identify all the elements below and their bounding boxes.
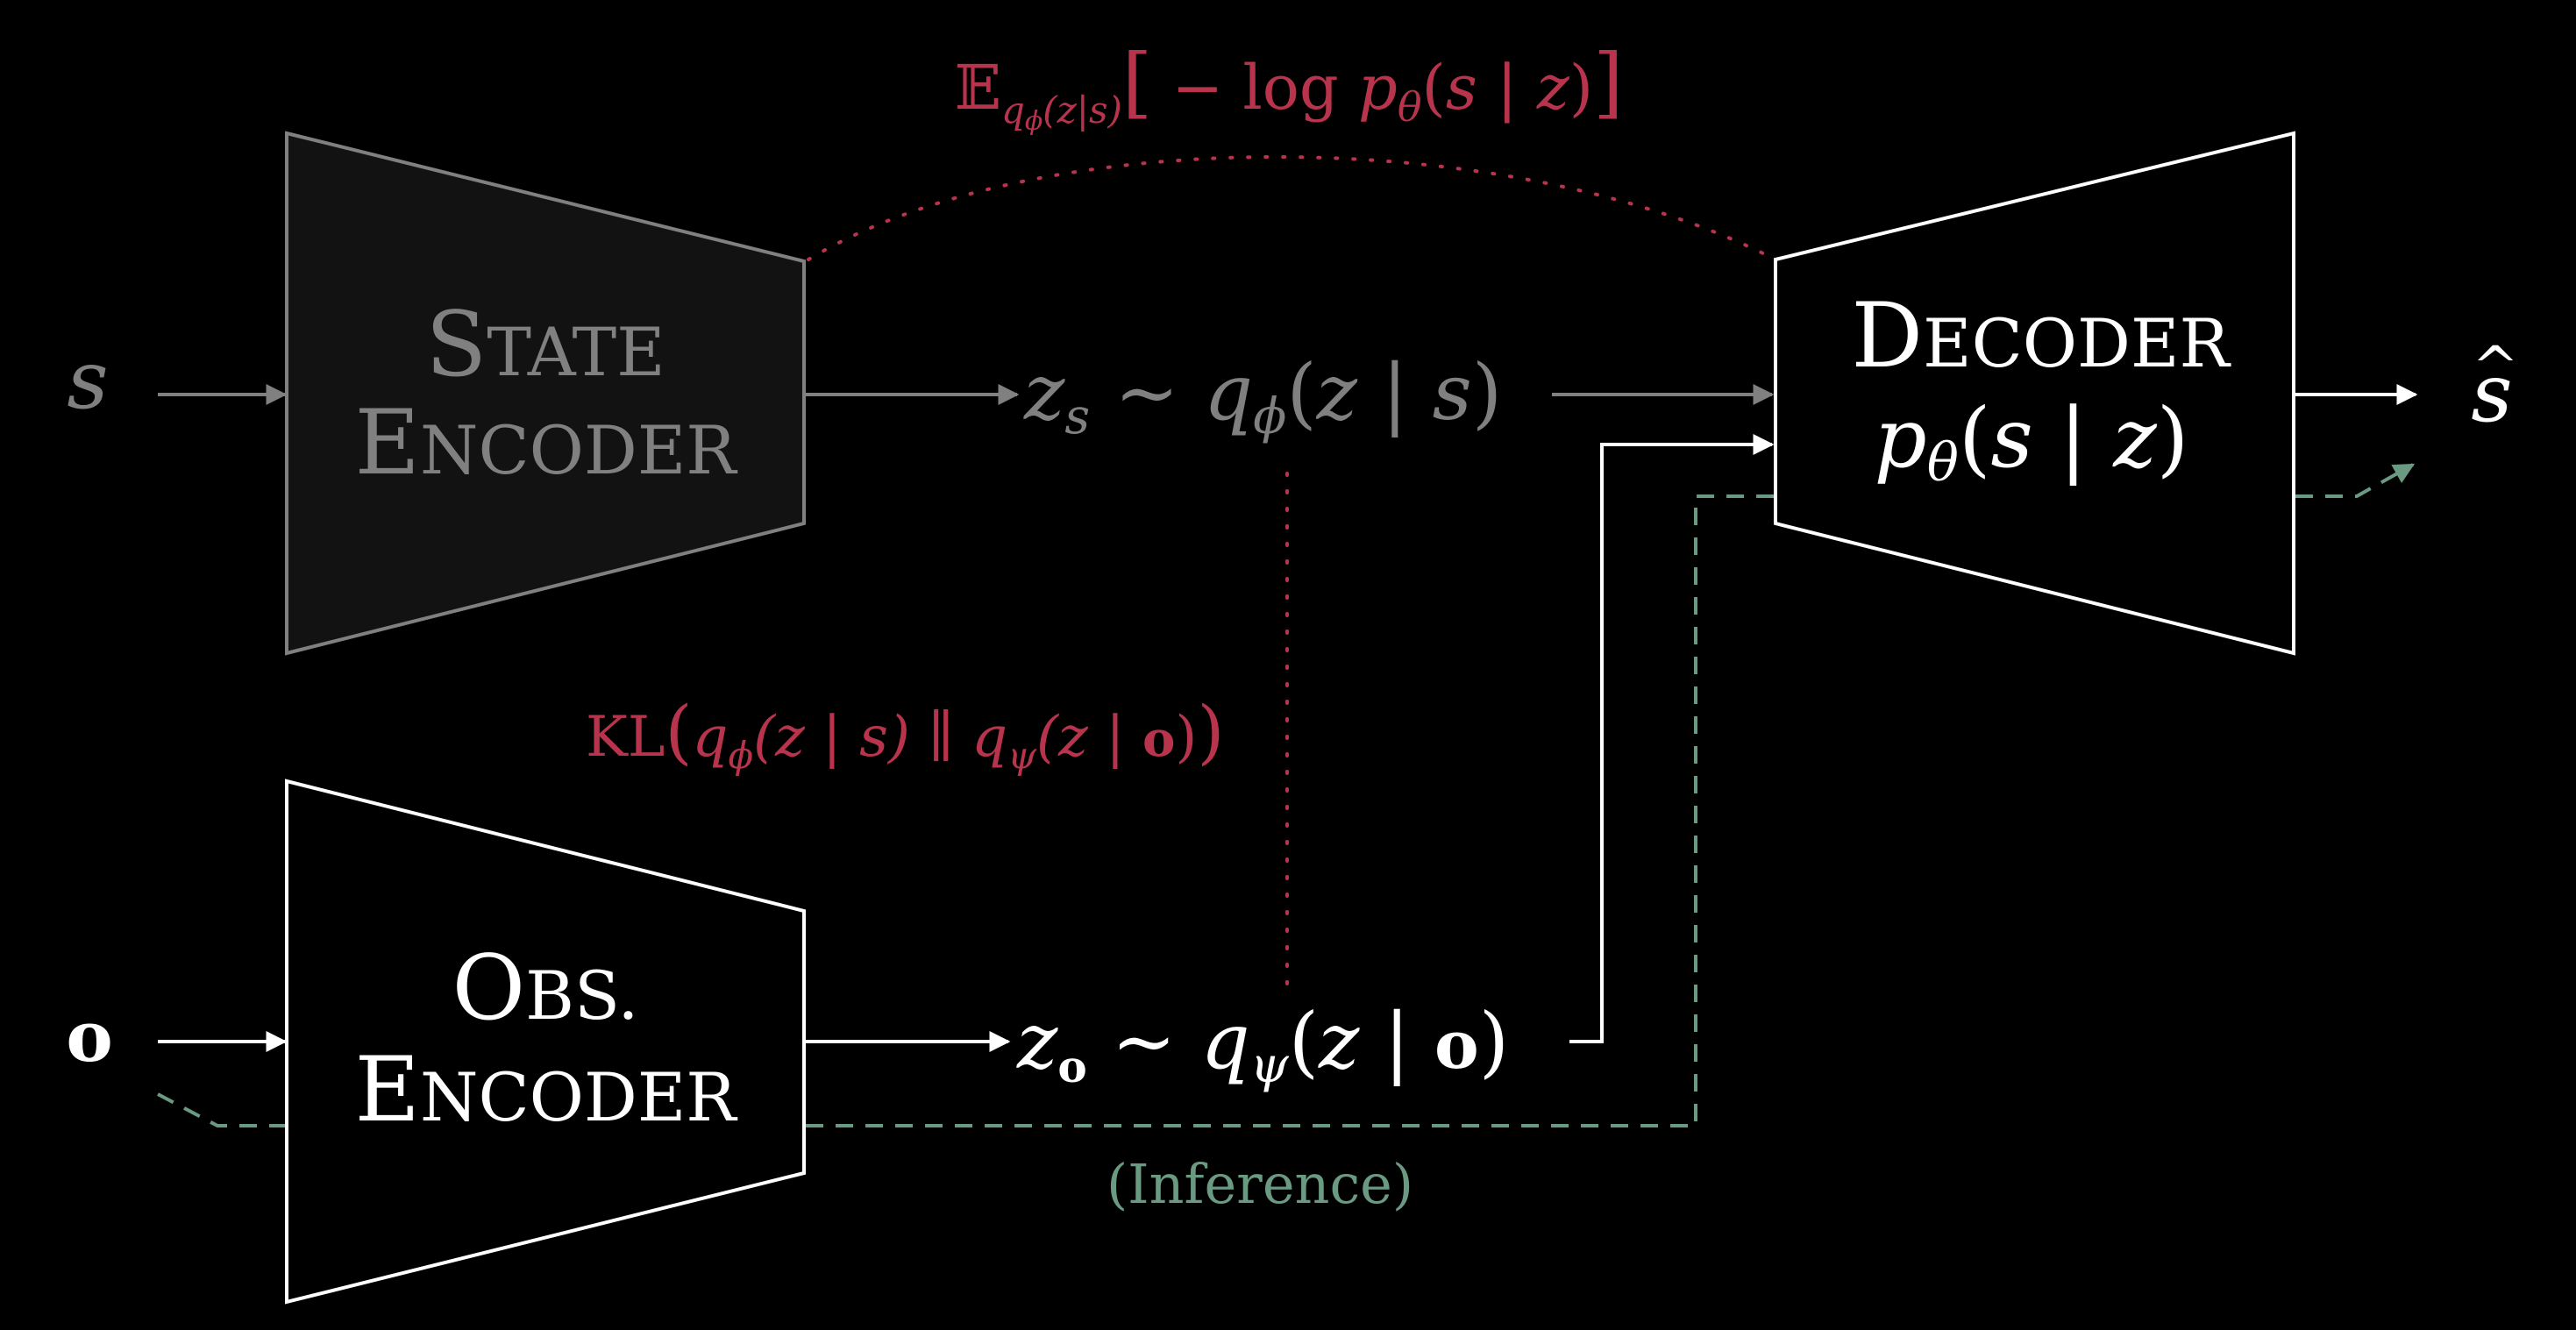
decoder bbox=[1774, 131, 2295, 656]
reconstruction-loss-label: 𝔼qϕ(z|s)[ − log pθ(s | z)] bbox=[955, 37, 1624, 137]
obs-encoder-line1: OBS. bbox=[452, 936, 639, 1041]
obs-input-label: o bbox=[66, 995, 112, 1078]
obs-encoder-line2: ENCODER bbox=[354, 1038, 738, 1142]
kl-loss-label: KL(qϕ(z | s) ∥ qψ(z | o)) bbox=[586, 691, 1225, 777]
output-hat-accent: ^ bbox=[2472, 335, 2519, 400]
decoder-line1: DECODER bbox=[1851, 284, 2231, 388]
inference-path-in bbox=[157, 494, 1775, 1127]
decoder-line2: pθ(s | z) bbox=[1875, 391, 2189, 494]
reconstruction-loss-arc bbox=[807, 155, 1777, 261]
state-encoder-line1: STATE bbox=[425, 293, 665, 397]
state-encoder bbox=[285, 131, 806, 656]
latent-obs-arrow bbox=[1569, 434, 1775, 1043]
inference-path-out bbox=[2295, 463, 2416, 498]
inference-label: (Inference) bbox=[1107, 1152, 1413, 1216]
latent-obs-expression: zo ∼ qψ(z | o) bbox=[1016, 996, 1509, 1094]
state-input-label: s bbox=[67, 333, 108, 427]
obs-encoder bbox=[285, 779, 806, 1305]
state-encoder-line2: ENCODER bbox=[354, 391, 738, 495]
latent-state-expression: zs ∼ qϕ(z | s) bbox=[1023, 347, 1502, 445]
output-s-hat: s bbox=[2471, 346, 2512, 440]
